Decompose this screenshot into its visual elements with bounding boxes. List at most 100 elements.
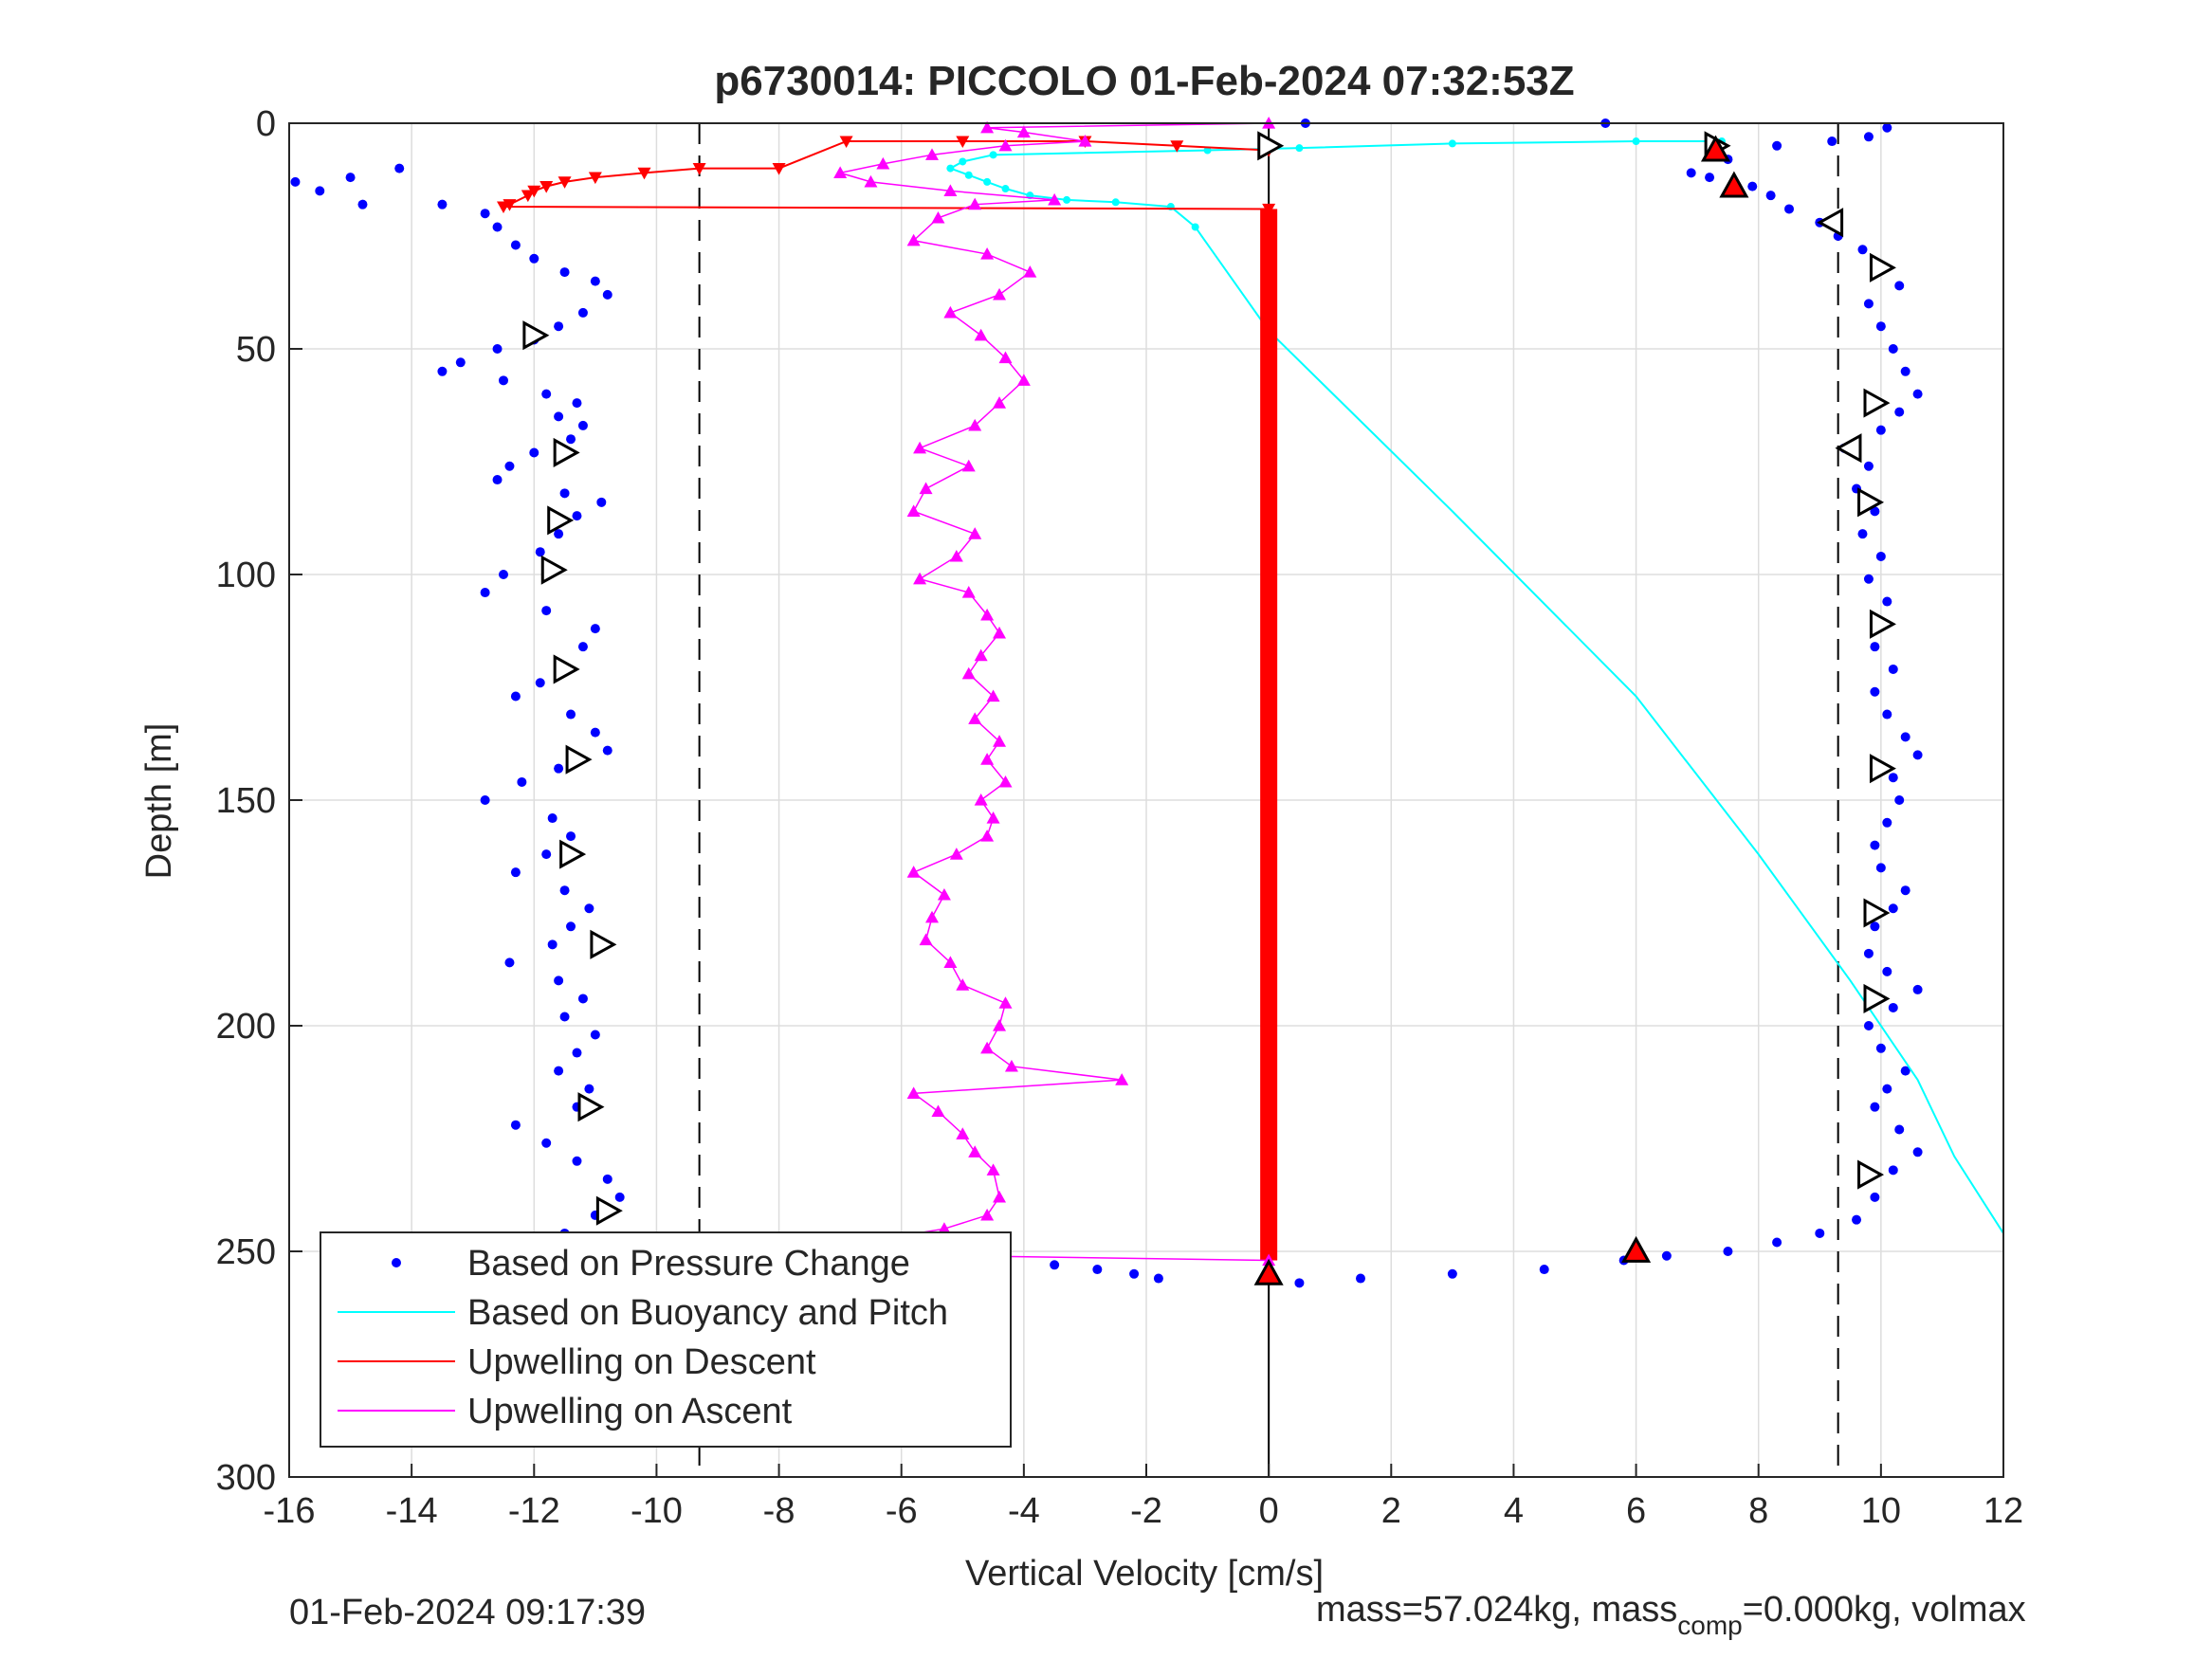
upwelling-descent-marker bbox=[772, 163, 786, 175]
legend-label: Based on Buoyancy and Pitch bbox=[467, 1293, 948, 1333]
buoyancy-pitch-point bbox=[1203, 146, 1212, 155]
upwelling-ascent-marker bbox=[876, 156, 890, 170]
pressure-change-point bbox=[510, 691, 521, 702]
x-tick-label: 6 bbox=[1626, 1491, 1646, 1531]
pressure-change-point bbox=[554, 763, 564, 774]
x-tick-label: -10 bbox=[631, 1491, 683, 1531]
pressure-change-point bbox=[1882, 709, 1892, 720]
upwelling-descent-marker bbox=[521, 190, 535, 203]
pressure-change-point bbox=[577, 642, 588, 652]
upwelling-descent-marker bbox=[539, 181, 554, 193]
pressure-change-point bbox=[1870, 686, 1880, 697]
x-tick-label: 4 bbox=[1504, 1491, 1524, 1531]
upwelling-ascent-marker bbox=[937, 1222, 951, 1234]
pressure-change-point bbox=[602, 289, 612, 300]
upwelling-ascent-marker bbox=[925, 148, 939, 160]
upwelling-ascent-marker bbox=[1004, 1059, 1018, 1072]
upwelling-ascent-marker bbox=[864, 174, 878, 188]
pressure-change-point bbox=[1912, 1147, 1923, 1158]
pressure-change-point bbox=[1870, 1102, 1880, 1112]
upwelling-descent-marker bbox=[1170, 140, 1184, 153]
pressure-change-point bbox=[559, 1012, 570, 1022]
upwelling-descent-marker bbox=[839, 136, 853, 149]
upwelling-ascent-marker bbox=[998, 351, 1013, 364]
pressure-change-point bbox=[1888, 1165, 1898, 1176]
upwelling-ascent-marker bbox=[913, 441, 927, 454]
pressure-change-point bbox=[480, 209, 490, 219]
pressure-change-point bbox=[1900, 366, 1910, 376]
red-triangle-up-marker bbox=[1253, 1258, 1284, 1285]
pressure-change-point bbox=[480, 795, 490, 805]
x-tick-label: -4 bbox=[1008, 1491, 1040, 1531]
red-triangle-up-marker bbox=[1719, 171, 1749, 198]
open-triangle-right-marker bbox=[1869, 252, 1896, 283]
upwelling-ascent-marker bbox=[1023, 265, 1037, 278]
series-3 bbox=[497, 136, 1278, 1261]
open-triangle-right-marker bbox=[553, 437, 580, 468]
pressure-change-point bbox=[1900, 885, 1910, 896]
buoyancy-pitch-point bbox=[1001, 185, 1010, 193]
pressure-change-point bbox=[529, 447, 539, 458]
buoyancy-pitch-point bbox=[1448, 139, 1456, 148]
upwelling-ascent-marker bbox=[993, 1019, 1007, 1031]
pressure-change-point bbox=[1882, 122, 1892, 133]
upwelling-ascent-marker bbox=[998, 996, 1013, 1009]
pressure-change-point bbox=[1686, 168, 1696, 178]
pressure-change-point bbox=[1827, 137, 1837, 147]
upwelling-descent-marker bbox=[956, 136, 970, 149]
pressure-change-point bbox=[554, 975, 564, 986]
upwelling-ascent-marker bbox=[906, 1086, 921, 1099]
pressure-change-point bbox=[566, 831, 576, 842]
upwelling-ascent-marker bbox=[949, 549, 963, 562]
open-triangle-right-marker bbox=[595, 1195, 623, 1226]
y-tick-label: 150 bbox=[216, 781, 276, 821]
upwelling-ascent-marker bbox=[980, 247, 995, 260]
mass-suffix: =0.000kg, volmax bbox=[1743, 1590, 2026, 1630]
upwelling-ascent-marker bbox=[919, 482, 933, 495]
open-triangle-right-marker bbox=[565, 744, 593, 775]
upwelling-ascent-marker bbox=[961, 459, 976, 472]
pressure-change-point bbox=[499, 375, 508, 386]
pressure-change-point bbox=[455, 357, 466, 368]
upwelling-ascent-marker bbox=[956, 978, 970, 991]
pressure-change-point bbox=[517, 776, 527, 787]
pressure-change-point bbox=[1888, 344, 1898, 354]
upwelling-ascent-marker bbox=[1016, 374, 1031, 386]
y-tick-label: 200 bbox=[216, 1007, 276, 1047]
upwelling-ascent-marker bbox=[986, 1163, 1000, 1176]
open-triangle-right-marker bbox=[590, 929, 617, 959]
upwelling-descent-band bbox=[1260, 209, 1278, 1261]
legend: Based on Pressure Change Based on Buoyanc… bbox=[320, 1231, 1012, 1448]
open-triangle-right-marker bbox=[1869, 609, 1896, 639]
x-axis-ticks: -16 -14 -12 -10 -8 -6 -4 -2 0 2 4 6 8 10 12 bbox=[264, 1464, 2023, 1531]
pressure-change-point bbox=[572, 511, 582, 521]
upwelling-ascent-marker bbox=[998, 138, 1013, 152]
upwelling-ascent-marker bbox=[968, 527, 982, 539]
pressure-change-point bbox=[504, 957, 515, 968]
pressure-change-point bbox=[554, 411, 564, 422]
pressure-change-point bbox=[535, 678, 545, 688]
pressure-change-point bbox=[1772, 1237, 1782, 1248]
mass-subscript: comp bbox=[1677, 1611, 1742, 1640]
upwelling-ascent-marker bbox=[986, 811, 1000, 824]
pressure-change-point bbox=[1050, 1260, 1060, 1270]
pressure-change-point bbox=[1882, 817, 1892, 828]
y-tick-label: 250 bbox=[216, 1232, 276, 1272]
x-tick-label: 0 bbox=[1259, 1491, 1279, 1531]
upwelling-ascent-marker bbox=[986, 689, 1000, 702]
pressure-change-point bbox=[1882, 966, 1892, 976]
pressure-change-point bbox=[584, 903, 594, 914]
pressure-change-point bbox=[614, 1192, 625, 1202]
pressure-change-point bbox=[492, 344, 503, 354]
x-tick-label: 12 bbox=[1983, 1491, 2023, 1531]
open-triangle-right-marker bbox=[1869, 754, 1896, 784]
x-tick-label: -14 bbox=[386, 1491, 438, 1531]
pressure-change-point bbox=[554, 529, 564, 539]
pressure-change-point bbox=[1912, 750, 1923, 760]
upwelling-ascent-marker bbox=[974, 648, 988, 662]
pressure-change-point bbox=[394, 163, 405, 173]
upwelling-descent-marker bbox=[588, 172, 602, 185]
pressure-change-point bbox=[510, 867, 521, 878]
pressure-change-point bbox=[492, 475, 503, 485]
pressure-change-point bbox=[566, 709, 576, 720]
